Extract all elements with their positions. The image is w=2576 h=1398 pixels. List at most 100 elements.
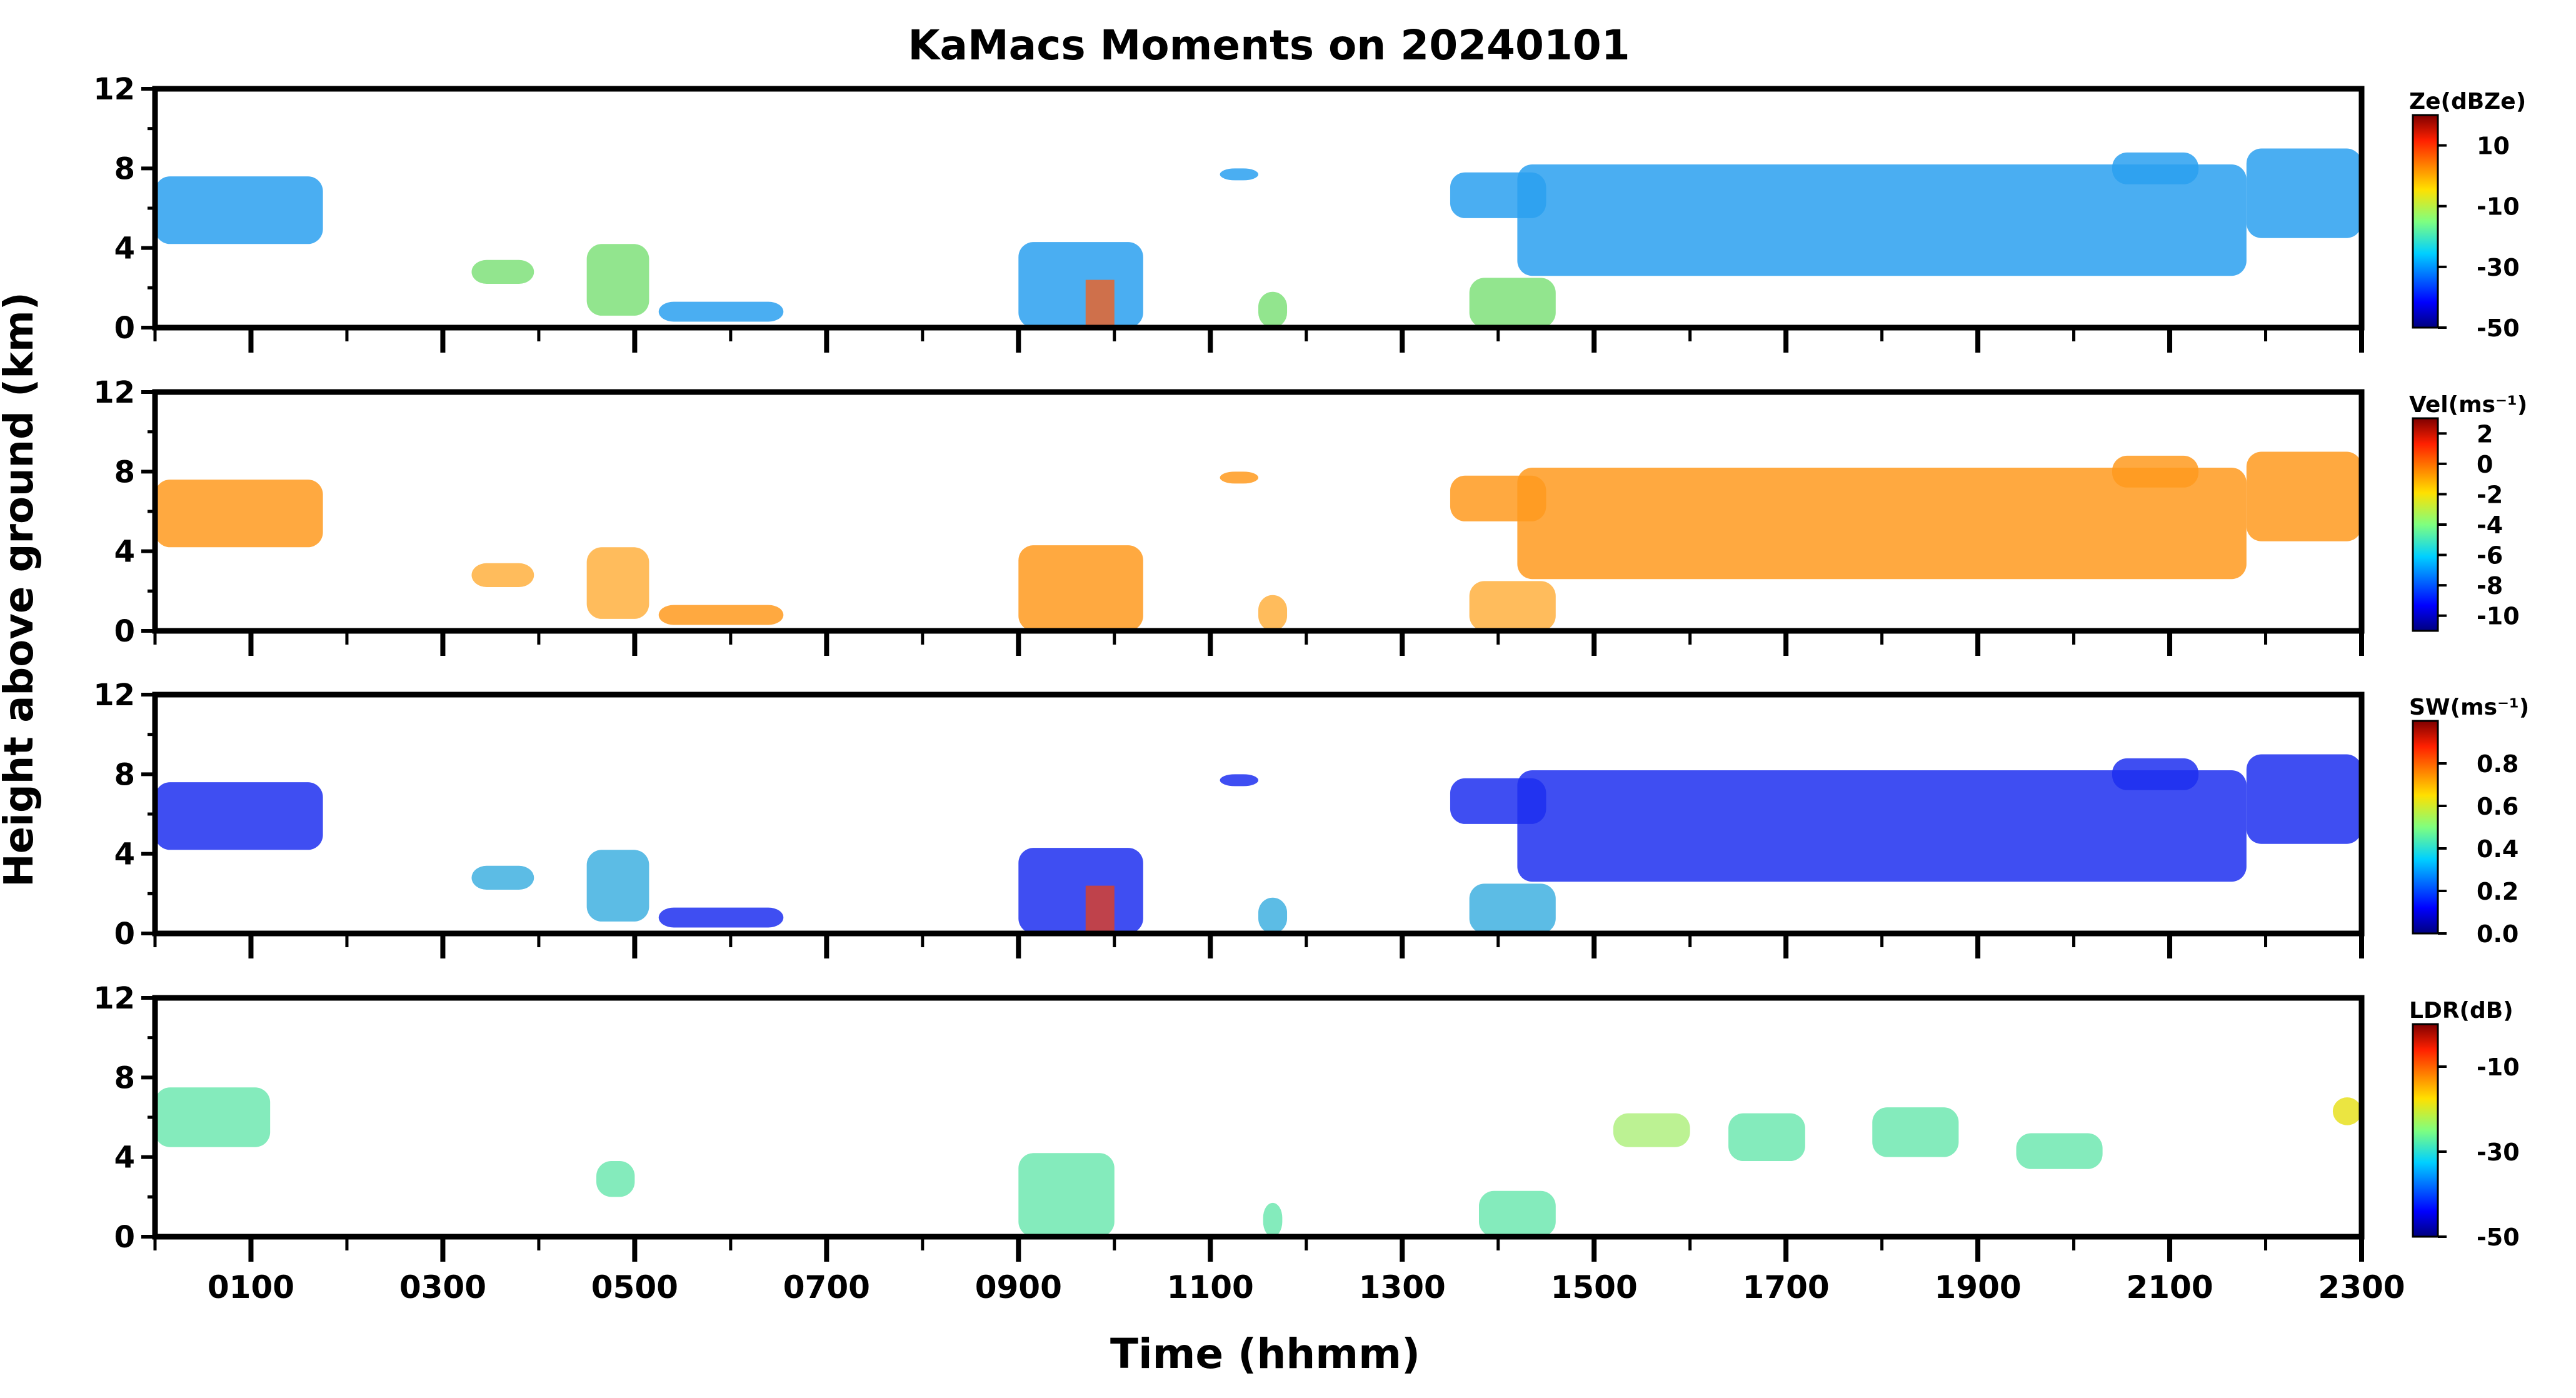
colorbar-tick-label: -4 [2477,511,2503,539]
y-tick-label: 8 [114,455,135,490]
cloud-region [1220,774,1258,787]
x-tick-label: 1700 [1743,1269,1830,1305]
colorbar-tick-label: -50 [2477,314,2520,342]
cloud-region [1872,1107,1959,1157]
x-tick-label: 2100 [2126,1269,2213,1305]
colorbar-tick-label: 0 [2477,451,2493,478]
cloud-region [586,244,649,316]
y-tick-label: 0 [114,917,135,952]
colorbar [2412,417,2439,632]
cloud-region [1613,1113,1690,1147]
y-tick-label: 0 [114,311,135,346]
cloud-region [1450,172,1546,218]
cloud-region [2246,148,2362,238]
cloud-region [1469,581,1556,631]
colorbar-tick-label: 0.6 [2477,793,2518,820]
cloud-region [658,605,784,625]
y-tick-label: 4 [114,231,135,266]
cloud-region [2246,754,2362,844]
cloud-region [1469,883,1556,933]
x-tick-label: 1900 [1935,1269,2022,1305]
cloud-region [1517,467,2247,580]
y-tick-label: 12 [93,678,135,713]
cloud-region [1517,770,2247,882]
colorbar [2412,1023,2439,1238]
cloud-region [1728,1113,1805,1162]
y-tick-label: 0 [114,614,135,649]
cloud-region [1018,848,1143,933]
panels-group: 12 8 4 0 10 -10 -30 -50 Ze(dBZe) 12 8 4 0 2 0 -2 -4 -6-8 -… [93,72,2529,1305]
colorbar-tick-label: -10 [2477,603,2520,630]
cloud-region [2112,152,2199,184]
x-tick-label: 2300 [2318,1269,2405,1305]
cloud-region [471,259,534,284]
x-tick-label: 1500 [1551,1269,1638,1305]
cloud-region [1220,471,1258,484]
y-tick-label: 4 [114,1140,135,1175]
cloud-region [1258,595,1288,631]
colorbar-tick-label: -30 [2477,254,2520,281]
x-tick-label: 1100 [1167,1269,1254,1305]
chart-title: KaMacs Moments on 20240101 [908,21,1630,69]
colorbar-tick-label: 0.2 [2477,878,2518,905]
hot-core-region [1085,885,1115,933]
cloud-region [1018,242,1143,328]
cloud-region [2112,455,2199,488]
y-tick-label: 12 [93,981,135,1016]
cloud-region [155,782,323,850]
colorbar-label: SW(ms⁻¹) [2409,695,2529,720]
colorbar-label: LDR(dB) [2409,998,2513,1023]
x-tick-label: 0900 [975,1269,1062,1305]
y-tick-label: 12 [93,375,135,410]
colorbar [2412,720,2439,935]
x-tick-label: 0500 [591,1269,678,1305]
x-tick-label: 0300 [399,1269,486,1305]
colorbar-tick-label: -6 [2477,542,2503,570]
cloud-region [658,301,784,322]
cloud-region [1258,897,1288,933]
y-tick-label: 4 [114,837,135,872]
cloud-region [1517,164,2247,276]
colorbar-tick-label: 2 [2477,420,2493,448]
hot-core-region [1085,279,1115,328]
cloud-region [471,865,534,890]
x-axis-label: Time (hhmm) [1110,1330,1420,1378]
x-tick-label: 1300 [1359,1269,1446,1305]
y-tick-label: 0 [114,1220,135,1255]
colorbar-tick-label: -50 [2477,1224,2520,1251]
cloud-region [1263,1202,1283,1237]
cloud-region [658,907,784,928]
colorbar-tick-label: -30 [2477,1139,2520,1166]
cloud-region [1220,168,1258,181]
y-axis-label: Height above ground (km) [0,292,43,887]
colorbar-tick-label: -10 [2477,1054,2520,1081]
cloud-region [2112,758,2199,790]
cloud-region [2246,451,2362,541]
cloud-region [586,547,649,619]
y-tick-label: 12 [93,72,135,107]
y-tick-label: 8 [114,151,135,186]
cloud-region [2016,1133,2103,1169]
colorbar-tick-label: -2 [2477,481,2503,508]
cloud-region [2332,1097,2362,1125]
cloud-region [155,480,323,548]
cloud-region [1469,278,1556,328]
cloud-region [1258,291,1288,328]
colorbar-tick-label: 0.4 [2477,835,2518,863]
cloud-region [155,1087,271,1147]
colorbar-tick-label: 10 [2477,133,2510,160]
cloud-region [1450,778,1546,824]
cloud-region [471,563,534,587]
colorbar-tick-label: 0.8 [2477,750,2518,778]
y-tick-label: 8 [114,1060,135,1095]
colorbar-tick-label: -8 [2477,572,2503,600]
cloud-region [1479,1190,1556,1237]
colorbar [2412,114,2439,329]
cloud-region [155,176,323,244]
cloud-region [1018,545,1143,631]
x-tick-label: 0100 [208,1269,294,1305]
colorbar-label: Ze(dBZe) [2409,89,2526,114]
panel-frame [152,995,2365,1240]
cloud-region [1450,475,1546,521]
